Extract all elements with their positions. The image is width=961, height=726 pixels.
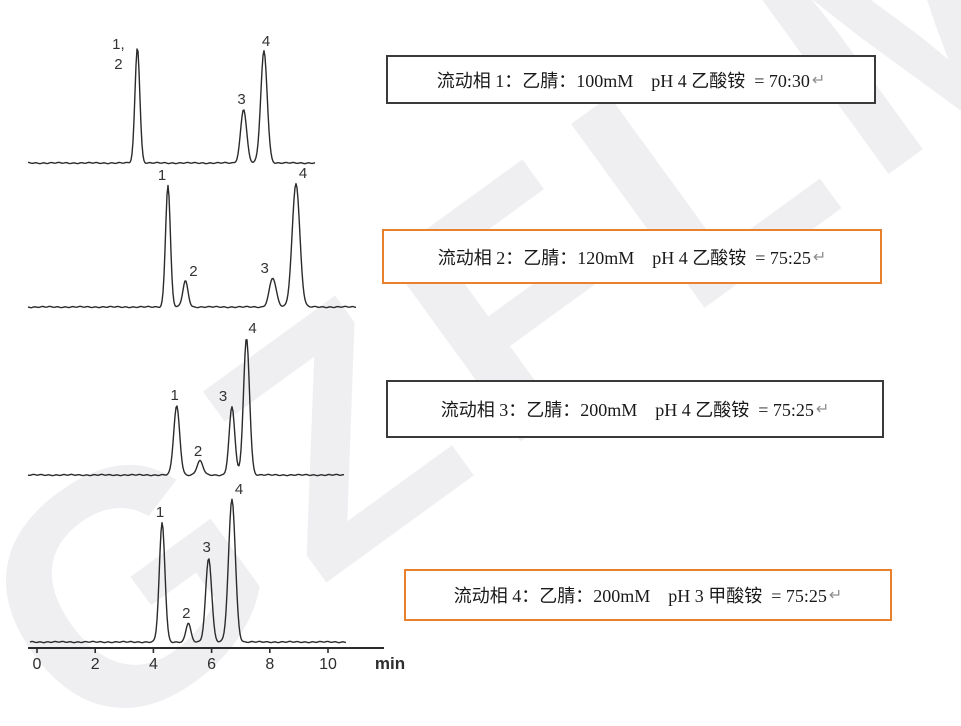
chromatogram-plot: 1, 2 3 4 1 2 3 4 1 2 3 4 1 2 3 4 0 2 4 6 8 10 min: [27, 33, 405, 673]
axis-tick-label: 4: [149, 656, 158, 673]
peak-label: 3: [237, 91, 245, 108]
peak-label: 3: [261, 260, 269, 277]
peak-label: 4: [235, 481, 243, 498]
axis-tick-label: 2: [91, 656, 100, 673]
peak-label: 4: [248, 320, 256, 337]
peak-label: 1: [156, 504, 164, 521]
chromatogram-mobile-phase-4-trace: [29, 498, 347, 644]
axis-unit-label: min: [375, 654, 405, 673]
peak-label: 1: [158, 167, 166, 184]
peak-label: 2: [182, 605, 190, 622]
peak-label: 4: [262, 33, 270, 50]
mobile-phase-label-1: 流动相 1：乙腈：100mM pH 4 乙酸铵 = 70:30: [436, 70, 810, 91]
peak-label: 2: [194, 443, 202, 460]
peak-label: 1: [171, 387, 179, 404]
axis-tick-label: 6: [207, 656, 216, 673]
peak-label: 4: [299, 165, 307, 182]
chromatogram-mobile-phase-1-trace: [27, 48, 316, 165]
mobile-phase-label-4: 流动相 4：乙腈：200mM pH 3 甲酸铵 = 75:25: [453, 586, 827, 606]
return-mark-icon: ↵: [811, 71, 826, 89]
return-mark-icon: ↵: [812, 248, 827, 266]
axis-tick-label: 10: [319, 656, 337, 673]
peak-label: 3: [203, 539, 211, 556]
peak-label: 3: [219, 388, 227, 405]
mobile-phase-box-2: 流动相 2：乙腈：120mM pH 4 乙酸铵 = 75:25 ↵: [382, 229, 882, 284]
return-mark-icon: ↵: [815, 401, 830, 418]
mobile-phase-label-3: 流动相 3：乙腈：200mM pH 4 乙酸铵 = 75:25: [440, 400, 814, 420]
mobile-phase-label-2: 流动相 2：乙腈：120mM pH 4 乙酸铵 = 75:25: [437, 247, 811, 268]
axis-tick-label: 0: [33, 656, 42, 673]
peak-label: 1, 2: [112, 36, 125, 73]
chromatogram-mobile-phase-2-trace: [27, 182, 357, 309]
return-mark-icon: ↵: [828, 587, 843, 604]
mobile-phase-box-1: 流动相 1：乙腈：100mM pH 4 乙酸铵 = 70:30 ↵: [386, 55, 876, 104]
peak-label: 2: [189, 263, 197, 280]
mobile-phase-box-3: 流动相 3：乙腈：200mM pH 4 乙酸铵 = 75:25 ↵: [386, 380, 884, 438]
mobile-phase-box-4: 流动相 4：乙腈：200mM pH 3 甲酸铵 = 75:25 ↵: [404, 569, 892, 621]
chromatogram-mobile-phase-3-trace: [27, 339, 345, 477]
axis-tick-label: 8: [265, 656, 274, 673]
